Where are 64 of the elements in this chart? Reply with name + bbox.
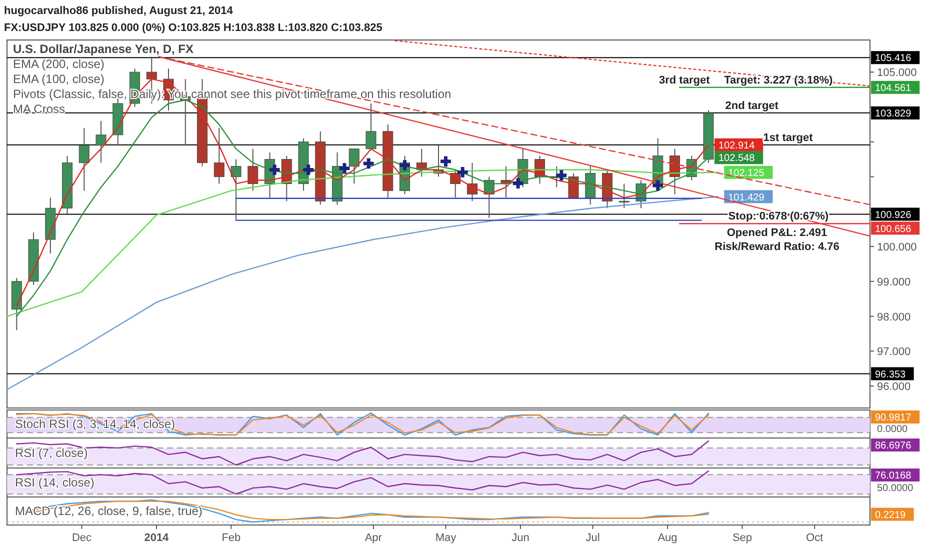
annotation: EMA (200, close) — [13, 57, 104, 71]
x-tick-label: Aug — [658, 532, 678, 544]
data-label: 102.914 — [718, 140, 756, 152]
annotation: 3rd target — [659, 74, 710, 86]
annotation: EMA (100, close) — [13, 72, 104, 86]
point — [556, 170, 567, 181]
annotation: MA Cross — [13, 102, 66, 116]
point — [339, 163, 350, 174]
y-tick-label: 96.000 — [877, 381, 911, 394]
point — [457, 167, 468, 178]
x-tick-label: May — [435, 532, 457, 544]
point — [512, 178, 524, 189]
point — [303, 164, 314, 175]
candlestick — [230, 158, 242, 220]
y-tick-label: 99.000 — [877, 276, 911, 288]
text: hugocarvalho86 published, August 21, 2014 — [4, 5, 234, 17]
y-tick-label: 105.000 — [877, 67, 917, 80]
point — [652, 180, 664, 191]
y-tick-label: 100.000 — [877, 242, 917, 254]
candlestick — [366, 102, 376, 150]
annotation: 2nd target — [725, 100, 779, 112]
annotation: 1st target — [763, 132, 814, 144]
chart-title: U.S. Dollar/Japanese Yen, D, FX — [13, 42, 194, 56]
annotation: Target: 3.227 (3.18%) — [724, 74, 834, 86]
candlestick — [618, 183, 630, 209]
candlestick — [96, 120, 106, 164]
ref-line-label: 96.353 — [875, 369, 906, 380]
x-tick-label: Oct — [806, 532, 824, 544]
x-tick-label: Apr — [364, 532, 382, 544]
x-tick-label: Dec — [72, 532, 92, 544]
candlestick — [78, 127, 90, 192]
chart-subtitle: FX:USDJPY 103.825 0.000 (0%) O:103.825 H:103.838 L:103.820 C:103.825 — [4, 22, 382, 34]
annotation: Opened P&L: 2.491 — [726, 227, 828, 239]
x-tick-label: Sep — [732, 532, 752, 544]
text: 86.6976 — [875, 440, 912, 452]
text: 76.0168 — [875, 470, 912, 482]
candlestick — [248, 148, 258, 192]
data-label: 104.561 — [875, 83, 912, 94]
text: 90.9817 — [875, 412, 912, 424]
x-tick-label: 2014 — [144, 532, 170, 544]
chart-title: RSI (14, close) — [15, 476, 94, 490]
candlestick — [348, 148, 360, 184]
ref-line-label: 100.926 — [875, 210, 912, 221]
y-tick-label: 98.000 — [877, 311, 911, 324]
chart-title: RSI (7, close) — [15, 446, 88, 460]
data-label: 100.656 — [875, 224, 912, 235]
data-label: 101.429 — [728, 192, 765, 204]
ref-line-label: 105.416 — [875, 53, 912, 64]
annotation: Risk/Reward Ratio: 4.76 — [714, 241, 840, 253]
x-tick-label: Jun — [512, 532, 530, 544]
data-label: 102.548 — [718, 153, 756, 164]
point — [363, 158, 374, 169]
point — [440, 156, 451, 167]
point — [400, 160, 410, 170]
text: 50.0000 — [877, 483, 914, 494]
y-tick-label: 97.000 — [877, 346, 911, 358]
x-tick-label: Jul — [586, 532, 600, 544]
text: 0.2219 — [875, 510, 906, 521]
data-label: 102.125 — [728, 168, 765, 179]
text: 0.0000 — [877, 424, 908, 435]
candlestick — [214, 127, 224, 184]
x-tick-label: Feb — [222, 532, 241, 544]
point — [269, 164, 280, 175]
ref-line-label: 103.829 — [875, 108, 912, 120]
